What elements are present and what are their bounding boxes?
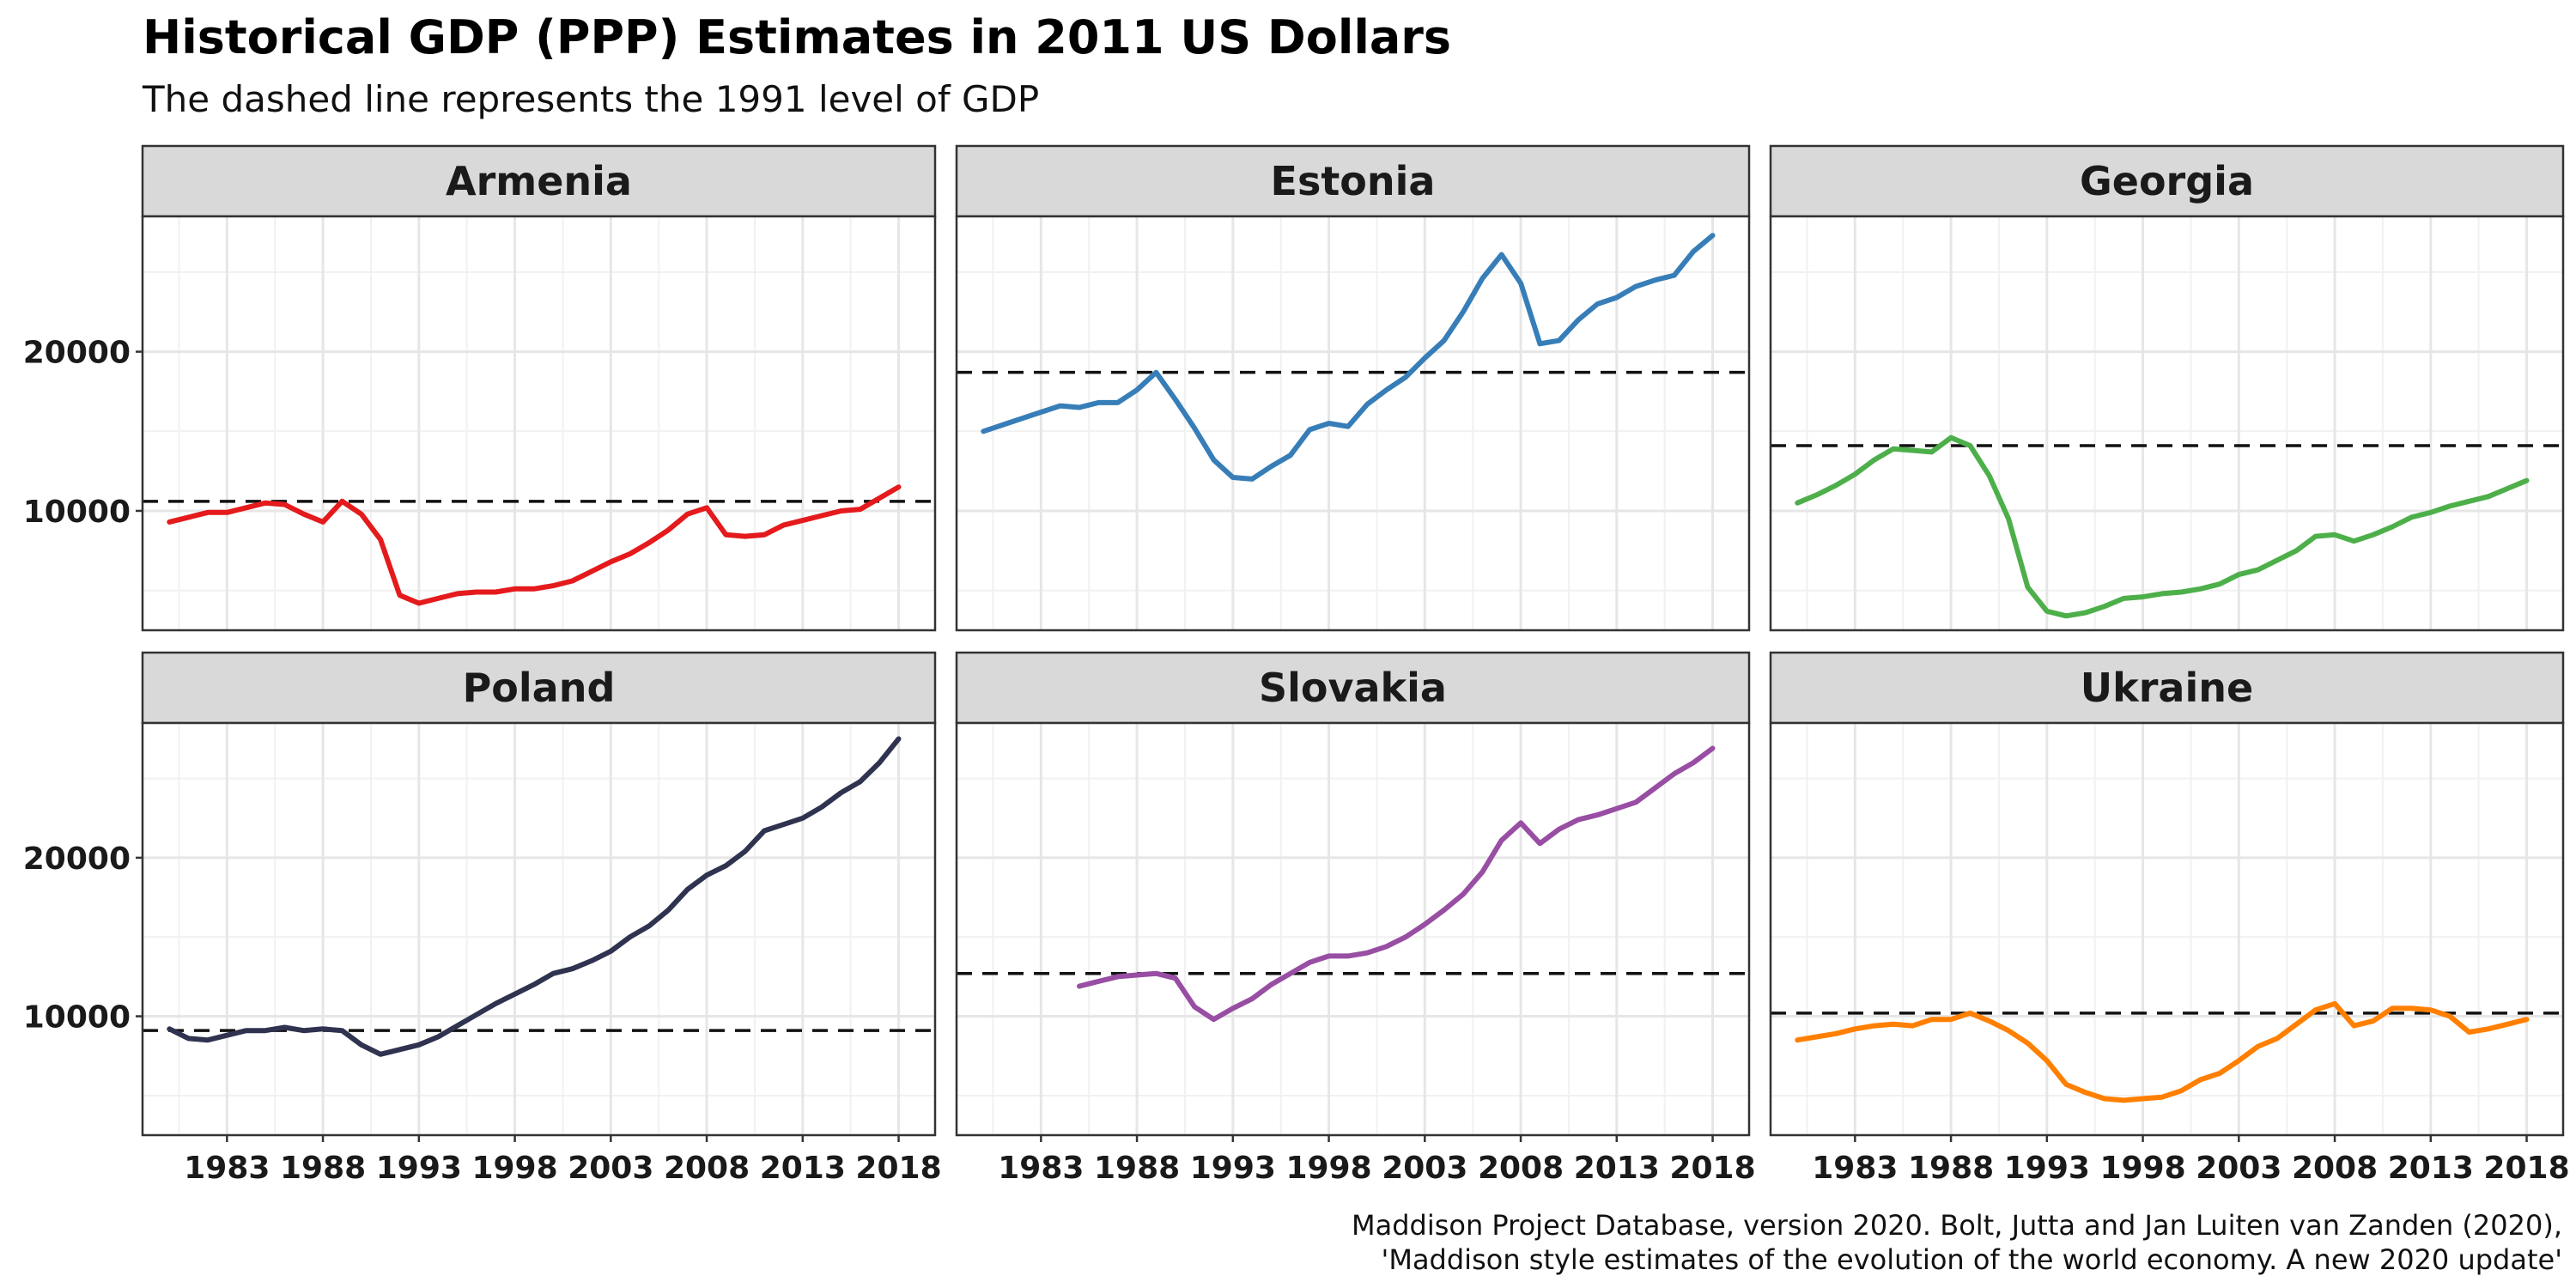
x-tick-label: 2003	[2196, 1151, 2281, 1186]
caption-line-1: Maddison Project Database, version 2020.…	[1352, 1209, 2562, 1242]
facet-strip-label: Slovakia	[1259, 665, 1447, 711]
x-tick-label: 2018	[2483, 1151, 2569, 1186]
x-tick-label: 2003	[1382, 1151, 1467, 1186]
panel-border	[955, 215, 1751, 632]
panel-background	[957, 723, 1749, 1135]
caption-line-2: 'Maddison style estimates of the evoluti…	[1382, 1243, 2562, 1276]
x-tick-label: 1983	[998, 1151, 1084, 1186]
y-tick-label: 20000	[23, 336, 131, 371]
x-tick-label: 2018	[855, 1151, 941, 1186]
facet-strip	[141, 651, 937, 725]
facet-strip-label: Ukraine	[2081, 665, 2253, 711]
x-tick-label: 1993	[2004, 1151, 2090, 1186]
x-tick-label: 2008	[664, 1151, 750, 1186]
x-tick-label: 1988	[1094, 1151, 1180, 1186]
panel-border	[141, 721, 937, 1137]
x-tick-label: 2003	[568, 1151, 653, 1186]
y-tick-label: 20000	[23, 841, 131, 877]
series-line-slovakia	[1077, 745, 1716, 1023]
x-tick-label: 1988	[1908, 1151, 1994, 1186]
x-tick-label: 1988	[280, 1151, 366, 1186]
y-tick-label: 10000	[23, 1000, 131, 1036]
chart-subtitle: The dashed line represents the 1991 leve…	[142, 78, 1039, 120]
x-tick-label: 2013	[760, 1151, 846, 1186]
facet-georgia: Georgia	[1769, 144, 2565, 632]
facet-estonia: Estonia	[955, 144, 1751, 632]
x-tick-label: 2008	[2292, 1151, 2378, 1186]
x-tick-label: 2013	[1574, 1151, 1660, 1186]
panel-background	[143, 723, 935, 1135]
facet-slovakia: Slovakia 1983 1988 1993 1998 2003 2008 2013 2018	[955, 651, 1756, 1186]
facet-panels: Armenia 10000 20000 Estonia Georgia Poland 100…	[23, 144, 2570, 1186]
panel-background	[1771, 216, 2563, 630]
panel-background	[1771, 723, 2563, 1135]
x-tick-label: 1983	[184, 1151, 270, 1186]
facet-strip	[141, 144, 937, 218]
x-tick-label: 1993	[376, 1151, 462, 1186]
y-tick-label: 10000	[23, 495, 131, 530]
facet-strip	[1769, 651, 2565, 725]
x-tick-label: 1993	[1190, 1151, 1276, 1186]
panel-border	[141, 215, 937, 632]
x-tick-label: 1998	[1285, 1151, 1371, 1186]
x-tick-label: 1998	[471, 1151, 557, 1186]
facet-strip-label: Georgia	[2080, 158, 2254, 204]
facet-strip	[955, 144, 1751, 218]
series-line-armenia	[167, 484, 902, 606]
series-line-poland	[167, 736, 902, 1057]
facet-strip-label: Poland	[463, 665, 616, 711]
panel-border	[1769, 215, 2565, 632]
x-tick-label: 1983	[1812, 1151, 1898, 1186]
x-tick-label: 2013	[2388, 1151, 2474, 1186]
series-line-georgia	[1795, 434, 2530, 619]
panel-background	[143, 216, 935, 630]
facet-poland: Poland 10000 20000 1983 1988 1993 1998 2003 2008…	[23, 651, 942, 1186]
facet-ukraine: Ukraine 1983 1988 1993 1998 2003 2008 2013 2018	[1769, 651, 2570, 1186]
panel-border	[1769, 721, 2565, 1137]
x-tick-label: 2008	[1478, 1151, 1564, 1186]
panel-border	[955, 721, 1751, 1137]
facet-armenia: Armenia 10000 20000	[23, 144, 937, 632]
series-line-ukraine	[1795, 1000, 2530, 1103]
x-tick-label: 1998	[2099, 1151, 2185, 1186]
facet-strip-label: Armenia	[446, 158, 632, 204]
x-tick-label: 2018	[1669, 1151, 1755, 1186]
chart-title: Historical GDP (PPP) Estimates in 2011 U…	[143, 10, 1451, 64]
facet-strip	[1769, 144, 2565, 218]
series-line-estonia	[981, 233, 1716, 482]
facet-strip-label: Estonia	[1271, 158, 1436, 204]
